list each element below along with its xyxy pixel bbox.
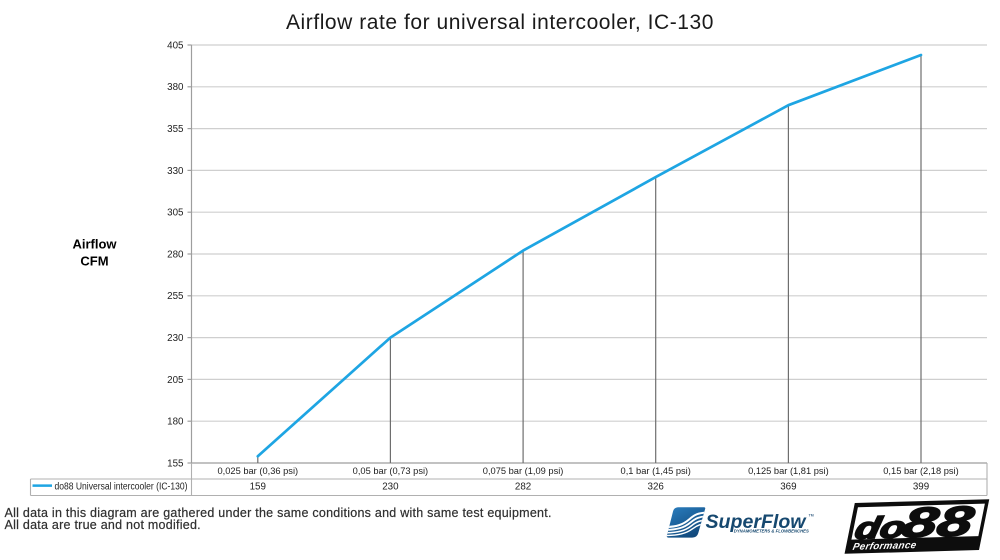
svg-text:TM: TM bbox=[809, 514, 814, 518]
svg-text:Airflow rate for universal int: Airflow rate for universal intercooler, … bbox=[286, 11, 714, 34]
svg-text:255: 255 bbox=[167, 291, 184, 302]
svg-text:0,15 bar (2,18 psi): 0,15 bar (2,18 psi) bbox=[883, 466, 958, 476]
svg-text:282: 282 bbox=[515, 482, 531, 493]
svg-text:355: 355 bbox=[167, 124, 184, 135]
svg-text:326: 326 bbox=[648, 482, 665, 493]
svg-text:do88 Universal intercooler (IC: do88 Universal intercooler (IC-130) bbox=[55, 481, 188, 492]
svg-text:SuperFlow: SuperFlow bbox=[706, 511, 808, 533]
svg-text:159: 159 bbox=[250, 482, 266, 493]
svg-text:305: 305 bbox=[167, 208, 184, 219]
svg-text:Performance: Performance bbox=[852, 540, 918, 553]
svg-text:0,075 bar (1,09 psi): 0,075 bar (1,09 psi) bbox=[483, 466, 564, 476]
svg-text:230: 230 bbox=[382, 482, 399, 493]
svg-text:0,025 bar (0,36 psi): 0,025 bar (0,36 psi) bbox=[217, 466, 298, 476]
svg-text:CFM: CFM bbox=[80, 254, 108, 269]
svg-text:230: 230 bbox=[167, 333, 184, 344]
svg-text:405: 405 bbox=[167, 40, 184, 51]
svg-text:280: 280 bbox=[167, 249, 184, 260]
svg-text:330: 330 bbox=[167, 166, 184, 177]
svg-text:205: 205 bbox=[167, 375, 184, 386]
svg-text:155: 155 bbox=[167, 458, 184, 469]
svg-text:180: 180 bbox=[167, 417, 184, 428]
svg-text:DYNAMOMETERS & FLOWBENCHES: DYNAMOMETERS & FLOWBENCHES bbox=[734, 529, 809, 534]
svg-text:0,125 bar (1,81 psi): 0,125 bar (1,81 psi) bbox=[748, 466, 829, 476]
svg-text:Airflow: Airflow bbox=[72, 237, 117, 252]
svg-text:All data are true and not modi: All data are true and not modified. bbox=[5, 518, 201, 532]
svg-text:0,05 bar (0,73 psi): 0,05 bar (0,73 psi) bbox=[353, 466, 428, 476]
svg-text:do: do bbox=[852, 510, 909, 546]
svg-text:369: 369 bbox=[780, 482, 796, 493]
svg-text:88: 88 bbox=[898, 498, 978, 547]
svg-text:All data in this diagram are g: All data in this diagram are gathered un… bbox=[5, 506, 552, 520]
svg-text:380: 380 bbox=[167, 82, 184, 93]
svg-text:0,1 bar (1,45 psi): 0,1 bar (1,45 psi) bbox=[621, 466, 691, 476]
svg-text:399: 399 bbox=[913, 482, 929, 493]
